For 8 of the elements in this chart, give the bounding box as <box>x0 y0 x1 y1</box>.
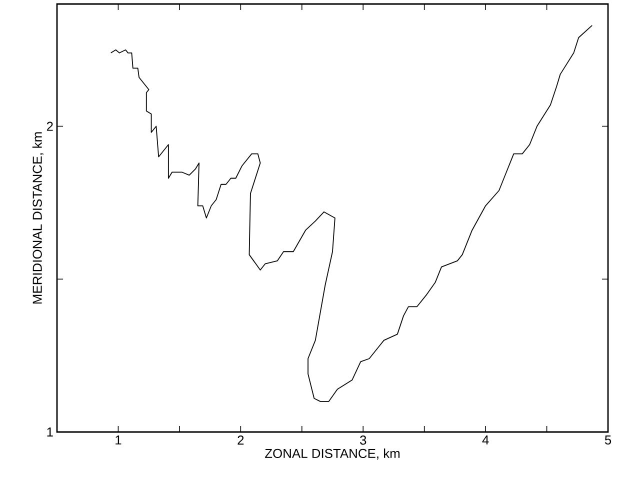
x-axis-title: ZONAL DISTANCE, km <box>265 448 400 460</box>
line-series <box>110 24 593 402</box>
y-axis-title: MERIDIONAL DISTANCE, km <box>32 132 44 304</box>
x-tick-label: 2 <box>238 436 244 445</box>
x-tick-label: 4 <box>482 436 489 444</box>
x-tick-label: 3 <box>360 436 366 445</box>
x-tick-label: 1 <box>116 436 122 444</box>
x-tick-label: 5 <box>604 436 612 445</box>
